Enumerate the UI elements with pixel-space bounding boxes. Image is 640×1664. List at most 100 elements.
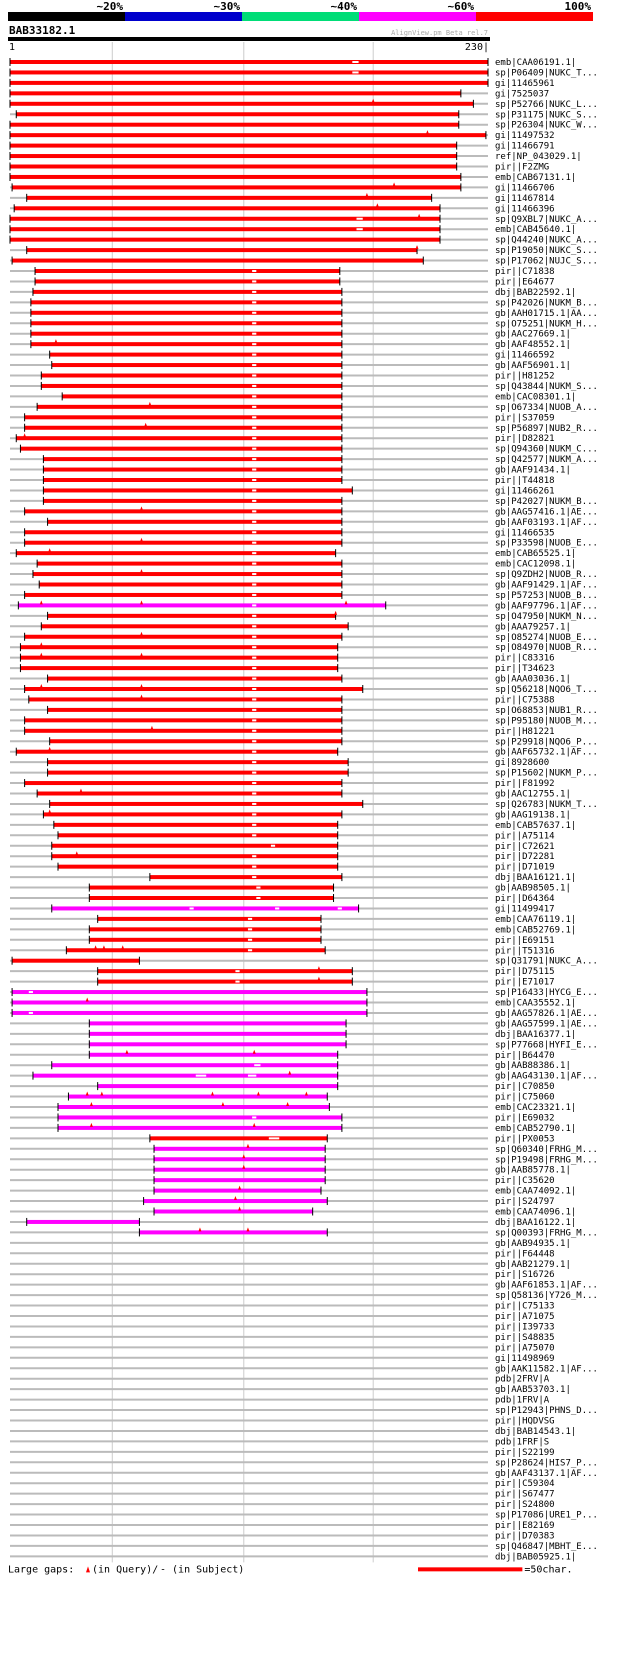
hit-alignment-bar: [66, 948, 326, 953]
subject-gap: [252, 552, 257, 555]
hit-label: pir||T51316: [495, 946, 555, 956]
hit-label: pir||S67477: [495, 1490, 555, 1500]
hit-label: pir||C72621: [495, 842, 555, 852]
hit-label: emb|CAB52769.1|: [495, 925, 576, 935]
subject-gap: [252, 782, 257, 785]
subject-gap: [252, 301, 257, 304]
hit-label: emb|CAC08301.1|: [495, 392, 576, 402]
legend-scale-bar: [418, 1567, 523, 1572]
hit-label: gb|AAK11582.1|AF...: [495, 1364, 598, 1374]
subject-gap: [195, 1074, 207, 1077]
query-gap-marker: [140, 537, 144, 542]
hit-label: gb|AAG57826.1|AE...: [495, 1009, 598, 1019]
hit-label: sp|Q26783|NUKM_T...: [495, 800, 598, 810]
hit-label: emb|CAB65525.1|: [495, 549, 576, 559]
hit-label: gi|11466592: [495, 351, 555, 361]
hit-label: gi|11467814: [495, 194, 555, 204]
hit-label: emb|CAC12098.1|: [495, 560, 576, 570]
subject-gap: [252, 395, 257, 398]
hit-alignment-bar: [41, 383, 342, 388]
hit-label: gb|AAF03193.1|AF...: [495, 518, 598, 528]
hit-alignment-bar: [32, 1073, 338, 1078]
subject-gap: [252, 531, 257, 534]
hit-label: pir||A71075: [495, 1312, 555, 1322]
hit-alignment-bar: [49, 352, 342, 357]
subject-gap: [235, 980, 240, 983]
subject-gap: [252, 813, 257, 816]
hit-label: sp|O68853|NUB1_R...: [495, 706, 598, 716]
hit-alignment-bar: [35, 269, 340, 273]
hit-label: pir||C83316: [495, 654, 555, 664]
hit-label: pir||C71838: [495, 267, 555, 277]
hit-label: sp|P19050|NUKC_S...: [495, 246, 598, 256]
hit-label: sp|P26304|NUKC_W...: [495, 121, 598, 131]
hit-label: emb|CAB67131.1|: [495, 173, 576, 183]
query-gap-marker: [375, 203, 379, 208]
subject-gap: [337, 907, 342, 910]
hit-alignment-bar: [30, 342, 342, 347]
subject-gap: [252, 677, 257, 680]
hit-label: pir||E71017: [495, 978, 555, 988]
hit-alignment-bar: [10, 227, 440, 232]
hit-alignment-bar: [43, 488, 353, 493]
hit-label: pir||D70383: [495, 1531, 555, 1541]
identity-scale-segment: [476, 12, 593, 21]
query-gap-marker: [39, 642, 43, 647]
hit-label: sp|P95180|NUOB_M...: [495, 716, 598, 726]
subject-gap: [252, 656, 257, 659]
hit-alignment-bar: [16, 112, 459, 117]
hit-alignment-bar: [30, 321, 342, 326]
subject-gap: [252, 384, 257, 387]
hit-label: pir||D71019: [495, 863, 555, 873]
subject-gap: [252, 405, 257, 408]
hit-label: dbj|BAA16121.1|: [495, 873, 576, 883]
hit-alignment-bar: [20, 645, 338, 650]
subject-gap: [252, 437, 257, 440]
hit-label: sp|O67334|NUOB_A...: [495, 403, 598, 413]
hit-label: gb|AAA03036.1|: [495, 675, 571, 685]
hit-label: pir||T34623: [495, 664, 555, 674]
hit-alignment-bar: [10, 122, 459, 127]
subject-gap: [252, 593, 257, 596]
hit-label: pir||E69151: [495, 936, 555, 946]
hit-alignment-bar: [16, 551, 336, 556]
hit-label: pdb|1FRV|A: [495, 1396, 550, 1406]
query-gap-marker: [85, 1091, 89, 1096]
hit-alignment-bar: [97, 916, 322, 921]
query-gap-marker: [140, 569, 144, 574]
hit-label: sp|Q60340|FRHG_M...: [495, 1145, 598, 1155]
hit-label: sp|Q58136|Y726_M...: [495, 1291, 598, 1301]
hit-label: dbj|BAA16377.1|: [495, 1030, 576, 1040]
hit-alignment-bar: [154, 1178, 326, 1183]
identity-scale-segment: [242, 12, 359, 21]
hit-alignment-bar: [37, 561, 342, 566]
hit-alignment-bar: [24, 718, 342, 723]
hit-alignment-bar: [47, 770, 349, 775]
subject-gap: [252, 520, 257, 523]
hit-label: pir||E69032: [495, 1113, 555, 1123]
query-gap-marker: [125, 1049, 129, 1054]
hit-label: pir||C70850: [495, 1082, 555, 1092]
hit-label: gi|11466396: [495, 204, 555, 214]
subject-gap: [252, 614, 257, 617]
subject-gap: [252, 458, 257, 461]
hit-label: sp|Q42577|NUKM_A...: [495, 455, 598, 465]
query-gap-marker: [334, 610, 338, 615]
identity-scale-segment: [8, 12, 125, 21]
hit-alignment-bar: [12, 1000, 367, 1005]
hit-label: gb|AAG43130.1|AF...: [495, 1072, 598, 1082]
hit-alignment-bar: [89, 937, 322, 942]
query-gap-marker: [121, 945, 125, 950]
subject-gap: [252, 729, 257, 732]
hit-label: sp|P56897|NUB2_R...: [495, 424, 598, 434]
subject-gap: [252, 646, 257, 649]
hit-alignment-bar: [149, 1136, 328, 1141]
query-gap-marker: [102, 945, 106, 950]
hit-label: gb|AAB98505.1|: [495, 884, 571, 894]
hit-label: pdb|1FRF|S: [495, 1437, 549, 1447]
query-gap-marker: [256, 1091, 260, 1096]
query-gap-marker: [233, 1196, 237, 1201]
identity-scale-label: ~20%: [97, 0, 124, 13]
legend-gaps-label: Large gaps:: [8, 1564, 74, 1575]
subject-gap: [252, 583, 257, 586]
